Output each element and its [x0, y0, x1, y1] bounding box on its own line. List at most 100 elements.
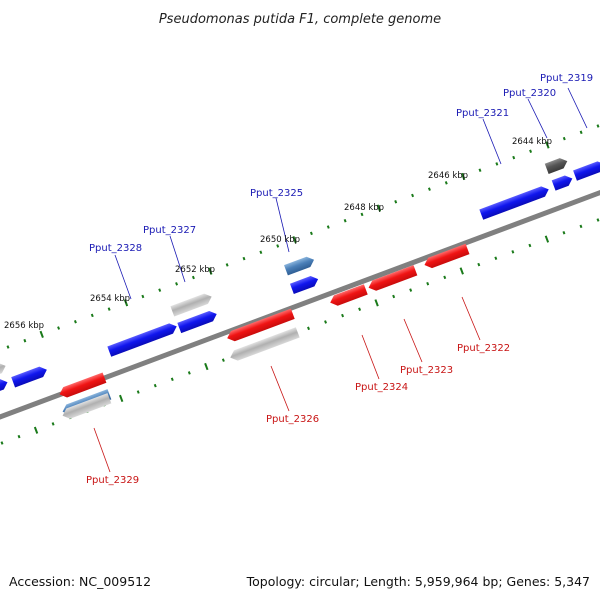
gene-pput-2329[interactable]	[58, 372, 107, 399]
minor-tick	[259, 250, 263, 255]
minor-tick	[0, 441, 4, 445]
gene-label[interactable]: Pput_2328	[89, 243, 142, 254]
gene-pput-2326[interactable]	[225, 308, 295, 344]
gene-pput-2323[interactable]	[367, 265, 418, 293]
leader-line	[270, 365, 290, 412]
minor-tick	[427, 187, 431, 191]
minor-tick	[57, 326, 61, 330]
major-tick	[459, 267, 464, 275]
gene-pput-2326-pseudo[interactable]	[228, 327, 300, 363]
gene-label[interactable]: Pput_2323	[400, 365, 453, 376]
major-tick	[39, 330, 44, 338]
minor-tick	[153, 383, 157, 388]
leader-line	[482, 118, 502, 165]
minor-tick	[343, 218, 347, 223]
minor-tick	[6, 345, 10, 349]
ruler-labels: 2644 kbp 2646 kbp 2648 kbp 2650 kbp 2652…	[4, 137, 552, 331]
gene-label[interactable]: Pput_2325	[250, 188, 303, 199]
gene-pput-2331[interactable]	[0, 377, 9, 393]
gene-label[interactable]: Pput_2320	[503, 88, 556, 99]
leader-line	[114, 254, 132, 300]
genome-backbone	[0, 161, 600, 447]
gene-pput-2331-pseudo[interactable]	[0, 361, 8, 376]
minor-tick	[170, 377, 174, 382]
major-tick	[460, 172, 466, 181]
topology-text: Topology: circular; Length: 5,959,964 bp…	[246, 574, 590, 589]
ruler-label: 2646 kbp	[428, 171, 468, 181]
minor-tick	[225, 263, 229, 267]
major-tick	[123, 299, 129, 307]
leader-line	[567, 87, 588, 129]
leader-line	[93, 427, 111, 473]
gene-pput-2327-pseudo[interactable]	[170, 291, 213, 317]
minor-tick	[73, 319, 77, 324]
minor-tick	[512, 155, 516, 160]
minor-tick	[221, 358, 225, 362]
gene-pput-2320[interactable]	[551, 173, 575, 191]
gene-pput-2327[interactable]	[177, 309, 218, 334]
gene-label[interactable]: Pput_2324	[355, 382, 408, 393]
minor-tick	[90, 313, 94, 318]
minor-tick	[478, 168, 482, 172]
minor-tick	[17, 434, 21, 439]
minor-tick	[51, 422, 55, 426]
ruler-label: 2648 kbp	[344, 203, 384, 213]
major-tick	[33, 426, 39, 434]
leader-line	[461, 296, 481, 341]
major-tick	[544, 235, 550, 243]
gene-label[interactable]: Pput_2329	[86, 475, 139, 486]
map-title: Pseudomonas putida F1, complete genome	[159, 12, 441, 27]
minor-tick	[444, 181, 448, 185]
gene-pput-2329-pseudo[interactable]	[61, 393, 112, 421]
gene-pput-2322[interactable]	[423, 243, 470, 270]
minor-tick	[411, 193, 415, 198]
gene-label[interactable]: Pput_2322	[457, 343, 510, 354]
gene-pput-2320-rna[interactable]	[544, 156, 569, 175]
minor-tick	[529, 149, 533, 154]
leader-line	[527, 98, 548, 139]
minor-tick	[175, 282, 179, 286]
minor-tick	[187, 371, 191, 375]
gene-pput-2330[interactable]	[11, 365, 49, 388]
minor-tick	[341, 313, 345, 318]
minor-tick	[579, 130, 583, 135]
ruler-label: 2656 kbp	[4, 321, 44, 331]
leader-line	[361, 334, 380, 380]
major-tick	[292, 236, 297, 244]
gene-labels: Pput_2319 Pput_2320 Pput_2321 Pput_2322 …	[86, 73, 593, 486]
minor-tick	[562, 136, 566, 141]
accession-text: Accession: NC_009512	[9, 574, 152, 589]
minor-tick	[107, 307, 111, 311]
minor-tick	[242, 256, 246, 261]
gene-label[interactable]: Pput_2326	[266, 414, 319, 425]
gene-pput-2328[interactable]	[107, 321, 178, 357]
minor-tick	[392, 294, 396, 299]
gene-pput-2321[interactable]	[479, 184, 550, 220]
gene-pput-2324[interactable]	[328, 284, 368, 308]
minor-tick	[136, 390, 140, 394]
gene-label[interactable]: Pput_2321	[456, 108, 509, 119]
leader-line	[403, 318, 423, 363]
minor-tick	[158, 288, 162, 292]
minor-tick	[23, 338, 27, 343]
minor-tick	[426, 281, 430, 286]
minor-tick	[579, 224, 583, 229]
gene-pput-2325-rna[interactable]	[284, 255, 316, 276]
gene-pput-2325[interactable]	[289, 274, 320, 295]
ruler-label: 2652 kbp	[175, 265, 215, 275]
minor-tick	[394, 200, 398, 204]
minor-tick	[511, 250, 515, 254]
major-tick	[374, 299, 379, 307]
minor-tick	[309, 231, 313, 236]
gene-pput-2319[interactable]	[573, 159, 600, 181]
minor-tick	[307, 326, 310, 331]
gene-label[interactable]: Pput_2327	[143, 225, 196, 236]
minor-tick	[326, 225, 330, 229]
minor-tick	[528, 243, 532, 248]
gene-label[interactable]: Pput_2319	[540, 73, 593, 84]
leader-line	[169, 235, 186, 283]
label-leader-lines	[93, 87, 588, 473]
minor-tick	[358, 307, 362, 311]
minor-tick	[596, 218, 600, 222]
